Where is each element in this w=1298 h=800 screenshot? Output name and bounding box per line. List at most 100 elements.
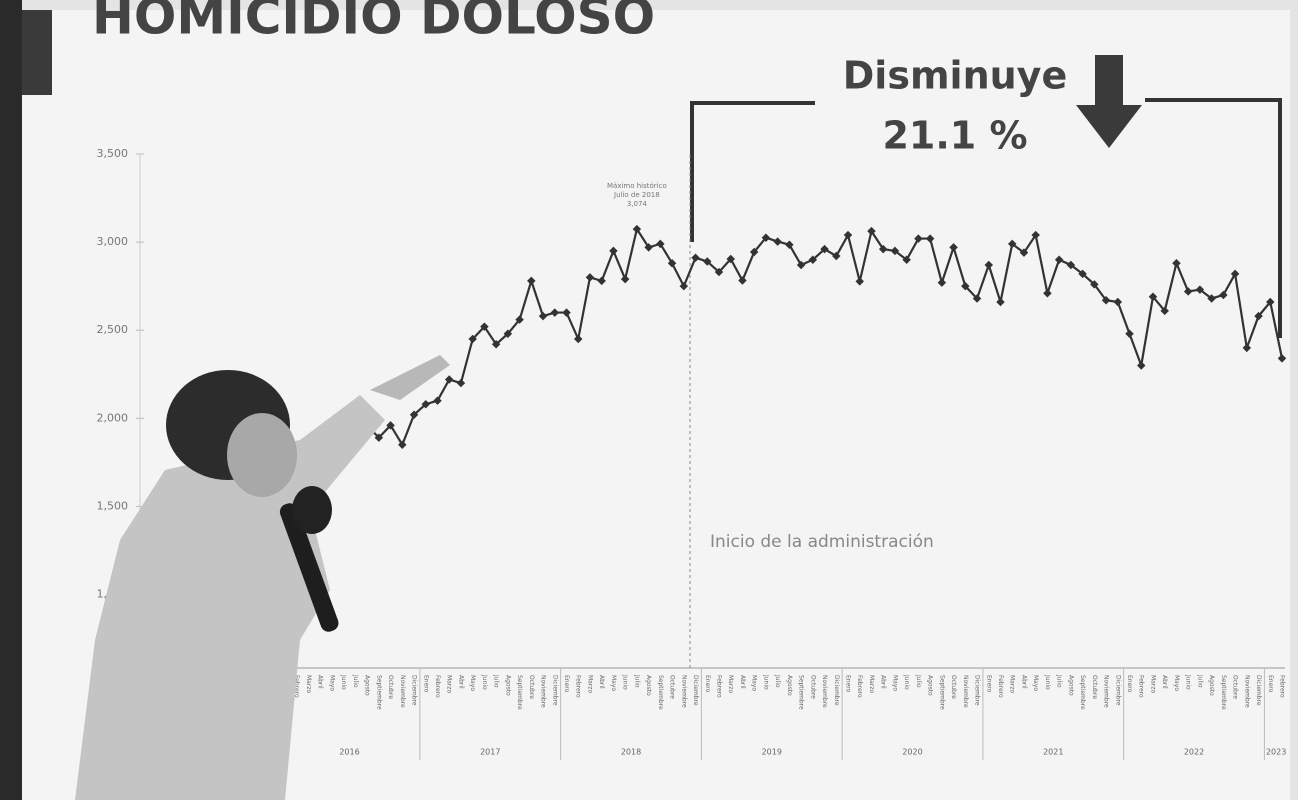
peak-annotation: Julio de 2018 bbox=[613, 191, 660, 199]
x-tick-label: Marzo bbox=[727, 675, 734, 693]
data-point bbox=[585, 273, 595, 282]
x-tick-label: Enero bbox=[985, 675, 992, 693]
x-tick-label: Agosto bbox=[504, 675, 511, 696]
data-point bbox=[1101, 296, 1111, 305]
headline: Disminuye bbox=[843, 54, 1067, 98]
data-point bbox=[409, 410, 419, 420]
data-point bbox=[1078, 269, 1087, 279]
x-tick-label: Enero bbox=[1267, 675, 1274, 693]
x-tick-label: Marzo bbox=[586, 675, 593, 693]
data-point bbox=[456, 378, 466, 388]
presenter bbox=[75, 355, 450, 800]
x-tick-label: Octubre bbox=[528, 675, 535, 699]
data-point bbox=[961, 281, 970, 291]
x-tick-label: Noviembre bbox=[399, 675, 406, 708]
x-tick-label: Agosto bbox=[364, 675, 371, 696]
x-tick-label: Julio bbox=[915, 674, 922, 688]
x-tick-label: Septiembre bbox=[657, 675, 664, 710]
x-tick-label: Enero bbox=[845, 675, 852, 693]
x-tick-label: Diciembre bbox=[1114, 675, 1121, 706]
mic-head bbox=[292, 486, 332, 534]
x-tick-label: Junio bbox=[1185, 674, 1192, 690]
left-edge bbox=[0, 0, 22, 800]
x-tick-label: Enero bbox=[563, 675, 570, 693]
data-point bbox=[444, 375, 454, 384]
data-point bbox=[573, 334, 583, 344]
x-tick-label: Octubre bbox=[1091, 675, 1098, 699]
x-tick-label: Mayo bbox=[1173, 675, 1180, 691]
x-tick-label: Diciembre bbox=[833, 675, 840, 706]
x-tick-label: Enero bbox=[704, 675, 711, 693]
data-point bbox=[1066, 260, 1076, 270]
y-tick-label: 3,000 bbox=[97, 235, 129, 248]
x-tick-label: Febrero bbox=[715, 675, 722, 698]
data-point bbox=[667, 259, 677, 268]
x-tick-label: Noviembre bbox=[680, 675, 687, 708]
data-point bbox=[1242, 343, 1252, 353]
x-tick-label: Noviembre bbox=[821, 675, 828, 708]
x-tick-label: Julio bbox=[352, 674, 359, 688]
x-tick-label: Marzo bbox=[1149, 675, 1156, 693]
year-label: 2020 bbox=[902, 748, 922, 757]
x-tick-label: Abril bbox=[598, 675, 605, 689]
year-label: 2019 bbox=[762, 748, 782, 757]
x-tick-label: Septiembre bbox=[938, 675, 945, 710]
x-tick-label: Abril bbox=[880, 675, 887, 689]
headline-value: 21.1 % bbox=[882, 114, 1027, 158]
data-point bbox=[503, 329, 513, 338]
chart-title: HOMICIDIO DOLOSO bbox=[92, 0, 655, 46]
x-tick-label: Mayo bbox=[891, 675, 898, 691]
x-tick-label: Diciembre bbox=[551, 675, 558, 706]
data-point bbox=[808, 255, 818, 264]
data-point bbox=[714, 267, 724, 277]
data-point bbox=[1090, 280, 1099, 289]
data-point bbox=[1125, 329, 1134, 338]
year-label: 2023 bbox=[1266, 748, 1286, 757]
data-point bbox=[1207, 294, 1216, 303]
x-tick-label: Marzo bbox=[446, 675, 453, 693]
year-label: 2021 bbox=[1043, 748, 1063, 757]
data-point bbox=[703, 257, 712, 266]
data-point bbox=[1043, 288, 1052, 298]
data-point bbox=[1148, 292, 1158, 301]
data-point bbox=[620, 274, 630, 284]
data-point bbox=[1113, 297, 1123, 307]
x-tick-label: Julio bbox=[493, 674, 500, 688]
data-point bbox=[679, 281, 689, 291]
data-point bbox=[562, 308, 571, 317]
x-tick-label: Noviembre bbox=[1103, 675, 1110, 708]
data-point bbox=[433, 396, 442, 405]
x-tick-label: Abril bbox=[739, 675, 746, 689]
data-point bbox=[1277, 354, 1287, 363]
x-tick-label: Octubre bbox=[1232, 675, 1239, 699]
x-tick-label: Julio bbox=[774, 674, 781, 688]
data-point bbox=[1219, 290, 1228, 300]
annotation: Inicio de la administración bbox=[710, 532, 934, 552]
y-tick-label: 3,500 bbox=[97, 147, 129, 160]
x-tick-label: Mayo bbox=[328, 675, 335, 691]
x-tick-label: Noviembre bbox=[1243, 675, 1250, 708]
x-tick-label: Junio bbox=[762, 674, 769, 690]
x-tick-label: Octubre bbox=[669, 675, 676, 699]
x-tick-label: Agosto bbox=[1208, 675, 1215, 696]
year-label: 2022 bbox=[1184, 748, 1204, 757]
data-point bbox=[538, 311, 548, 321]
data-point bbox=[738, 276, 747, 285]
data-point bbox=[1266, 297, 1275, 307]
x-tick-label: Octubre bbox=[950, 675, 957, 699]
data-point bbox=[1183, 287, 1193, 296]
y-tick-label: 2,000 bbox=[97, 411, 129, 424]
x-tick-label: Julio bbox=[633, 674, 640, 688]
data-point bbox=[984, 260, 994, 270]
data-point bbox=[491, 340, 501, 349]
data-point bbox=[1195, 285, 1205, 294]
x-tick-label: Junio bbox=[481, 674, 488, 690]
x-tick-label: Octubre bbox=[387, 675, 394, 699]
x-tick-label: Febrero bbox=[575, 675, 582, 698]
x-tick-label: Mayo bbox=[751, 675, 758, 691]
x-tick-label: Septiembre bbox=[516, 675, 523, 710]
data-point bbox=[1137, 361, 1146, 370]
year-label: 2016 bbox=[339, 748, 359, 757]
data-point bbox=[1172, 259, 1181, 268]
x-tick-label: Marzo bbox=[305, 675, 312, 693]
